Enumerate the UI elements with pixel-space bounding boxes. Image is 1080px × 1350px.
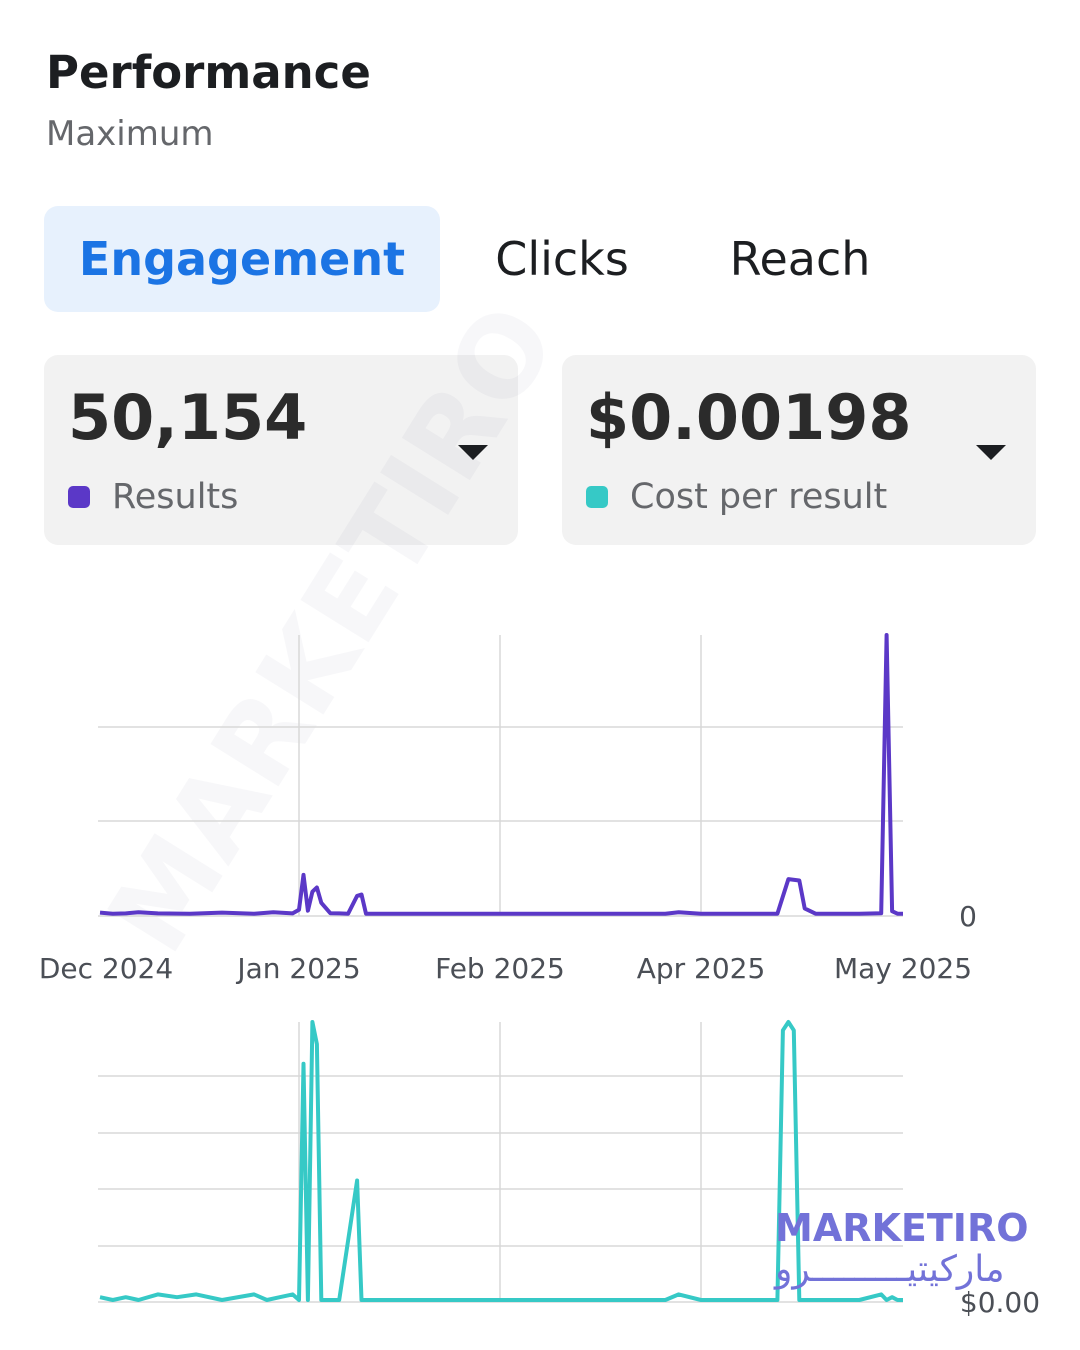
cost-per-result-legend: Cost per result [586, 477, 887, 517]
diagonal-watermark-text: MARKETIRO [83, 284, 580, 974]
series-line-cost-per-result [99, 1020, 903, 1302]
tab-clicks[interactable]: Clicks [495, 232, 629, 286]
results-legend: Results [68, 477, 238, 517]
x-axis-tick-label: Feb 2025 [435, 952, 565, 985]
cost-per-result-label: Cost per result [630, 477, 888, 517]
caret-down-icon[interactable] [458, 445, 488, 460]
tab-engagement[interactable]: Engagement [44, 206, 440, 312]
results-color-swatch [68, 486, 90, 508]
caret-down-icon[interactable] [976, 445, 1006, 460]
y-axis-tick-label: 0 [959, 900, 977, 933]
results-value: 50,154 [68, 381, 308, 454]
x-axis-tick-label: Apr 2025 [637, 952, 766, 985]
y-axis-tick-label: $0.00 [960, 1286, 1040, 1319]
cost-per-result-metric-card[interactable]: $0.00198 Cost per result [562, 355, 1036, 545]
page-subtitle: Maximum [46, 114, 214, 154]
x-axis-tick-label: May 2025 [834, 952, 972, 985]
page-title: Performance [46, 46, 371, 99]
x-axis-tick-label: Jan 2025 [235, 952, 360, 985]
results-label: Results [112, 477, 239, 517]
results-metric-card[interactable]: 50,154 Results [44, 355, 518, 545]
x-axis-tick-label: Dec 2024 [39, 952, 173, 985]
tab-reach[interactable]: Reach [729, 232, 871, 286]
series-line-results [99, 633, 903, 916]
cost-per-result-value: $0.00198 [586, 381, 912, 454]
cost-per-result-color-swatch [586, 486, 608, 508]
